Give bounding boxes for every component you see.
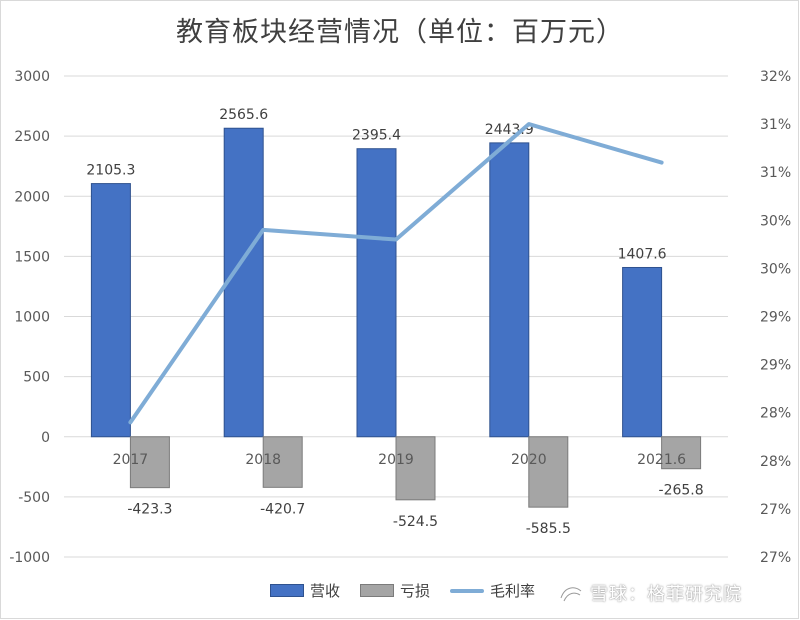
legend-swatch-loss bbox=[360, 584, 395, 597]
y-right-tick-label: 27% bbox=[760, 550, 791, 566]
bar-revenue bbox=[223, 127, 264, 438]
bar-loss bbox=[661, 436, 702, 470]
bar-revenue bbox=[489, 142, 530, 438]
data-label-loss: -265.8 bbox=[659, 483, 704, 499]
line-gross-margin bbox=[128, 122, 664, 425]
snowball-logo-icon bbox=[559, 586, 582, 602]
y-right-tick-label: 31% bbox=[760, 165, 791, 181]
x-category-label: 2018 bbox=[245, 452, 281, 468]
y-right-tick-label: 31% bbox=[760, 117, 791, 133]
x-category-label: 2019 bbox=[378, 452, 414, 468]
y-right-tick-label: 32% bbox=[760, 69, 791, 85]
y-right-tick-label: 29% bbox=[760, 310, 791, 326]
data-label-loss: -420.7 bbox=[260, 501, 305, 517]
data-label-revenue: 2443.9 bbox=[485, 122, 534, 138]
y-right-tick-label: 27% bbox=[760, 502, 791, 518]
legend-item-revenue: 营收 bbox=[270, 580, 340, 601]
bar-loss bbox=[395, 436, 436, 501]
data-label-loss: -524.5 bbox=[393, 514, 438, 530]
chart-title: 教育板块经营情况（单位：百万元） bbox=[176, 17, 624, 48]
x-category-label: 2017 bbox=[113, 452, 149, 468]
y-left-tick-label: -500 bbox=[18, 490, 50, 506]
data-label-revenue: 1407.6 bbox=[618, 246, 667, 262]
legend-label-loss: 亏损 bbox=[400, 582, 431, 600]
data-label-revenue: 2395.4 bbox=[352, 128, 401, 144]
data-label-loss: -423.3 bbox=[127, 502, 172, 518]
y-right-tick-label: 28% bbox=[760, 406, 791, 422]
bar-revenue bbox=[90, 183, 131, 438]
bar-revenue bbox=[622, 266, 663, 438]
bar-loss bbox=[129, 436, 170, 489]
y-left-tick-label: -1000 bbox=[9, 550, 50, 566]
watermark: 雪球：格菲研究院 bbox=[558, 580, 742, 606]
legend-swatch-revenue bbox=[270, 584, 304, 597]
y-right-tick-label: 30% bbox=[760, 213, 791, 229]
bar-loss bbox=[528, 436, 569, 508]
legend-swatch-margin bbox=[450, 588, 485, 593]
data-label-revenue: 2565.6 bbox=[219, 107, 268, 123]
watermark-text: 雪球：格菲研究院 bbox=[590, 584, 742, 605]
x-category-label: 2021.6 bbox=[637, 452, 686, 468]
bar-loss bbox=[262, 436, 303, 488]
legend-label-margin: 毛利率 bbox=[490, 582, 536, 600]
y-left-tick-label: 1500 bbox=[14, 249, 50, 265]
y-left-tick-label: 500 bbox=[23, 370, 50, 386]
legend-item-margin: 毛利率 bbox=[450, 580, 535, 601]
x-category-label: 2020 bbox=[511, 452, 547, 468]
legend-label-revenue: 营收 bbox=[310, 582, 341, 600]
bar-revenue bbox=[356, 148, 397, 438]
y-left-tick-label: 2000 bbox=[14, 189, 50, 205]
y-left-tick-label: 3000 bbox=[14, 69, 50, 85]
y-left-tick-label: 1000 bbox=[14, 310, 50, 326]
y-right-tick-label: 28% bbox=[760, 454, 791, 470]
data-label-revenue: 2105.3 bbox=[86, 163, 135, 179]
data-label-loss: -585.5 bbox=[526, 521, 571, 537]
legend-item-loss: 亏损 bbox=[360, 580, 430, 601]
y-left-tick-label: 2500 bbox=[14, 129, 50, 145]
y-right-tick-label: 29% bbox=[760, 358, 791, 374]
chart-legend: 营收 亏损 毛利率 bbox=[270, 580, 555, 601]
y-right-tick-label: 30% bbox=[760, 261, 791, 277]
y-left-tick-label: 0 bbox=[41, 430, 50, 446]
